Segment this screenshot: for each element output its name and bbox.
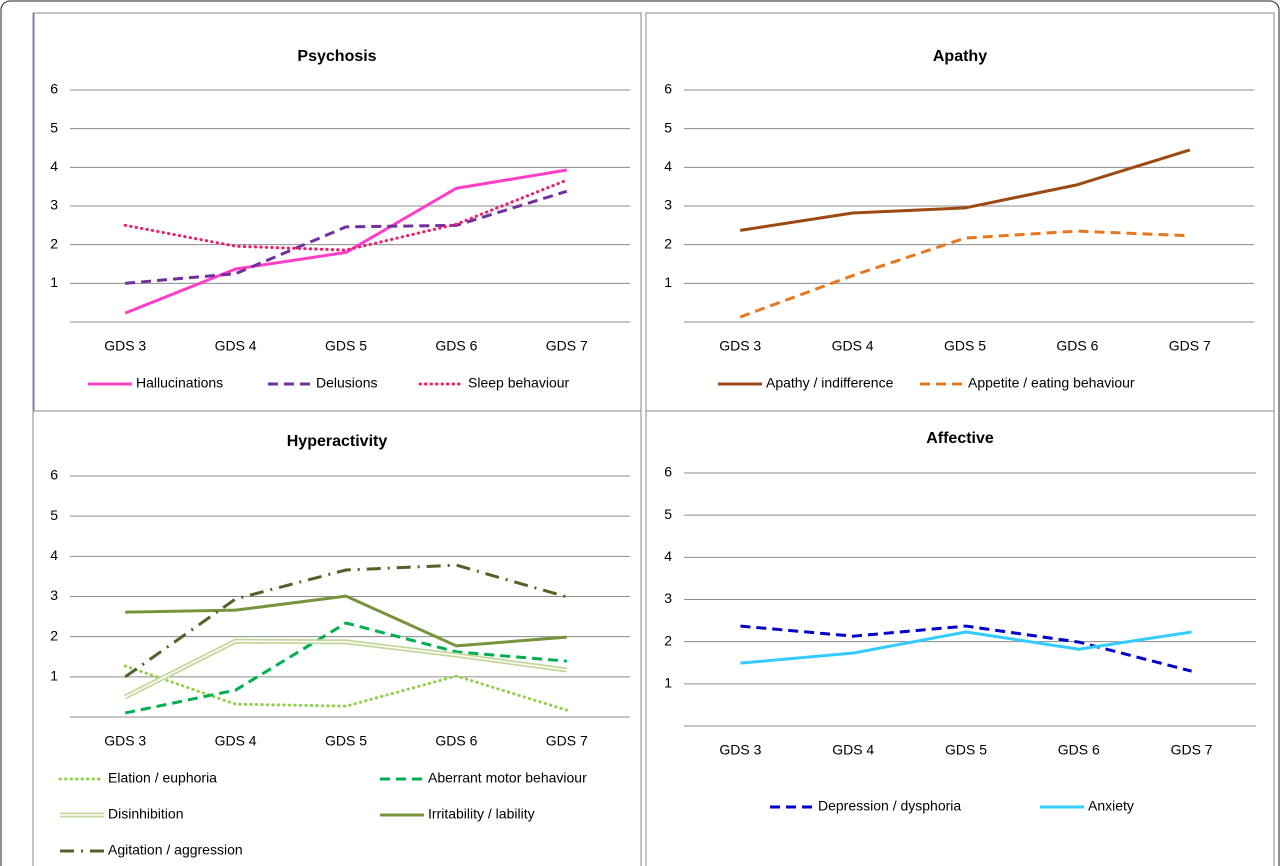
- y-tick-label: 3: [50, 197, 58, 213]
- x-tick-label: GDS 6: [1056, 338, 1098, 354]
- x-tick-label: GDS 4: [832, 742, 874, 758]
- y-tick-label: 2: [50, 235, 58, 251]
- y-tick-label: 2: [664, 235, 672, 251]
- series-line: [124, 563, 568, 679]
- series-line: [124, 621, 567, 715]
- x-tick-label: GDS 7: [1171, 742, 1213, 758]
- x-tick-label: GDS 5: [325, 733, 367, 749]
- y-tick-label: 5: [50, 507, 58, 523]
- panel-frame: [32, 410, 642, 866]
- chart-title: Hyperactivity: [287, 433, 388, 450]
- x-tick-label: GDS 4: [832, 338, 874, 354]
- y-tick-label: 4: [50, 547, 58, 563]
- series-line: [124, 168, 568, 315]
- legend-label: Disinhibition: [108, 806, 183, 822]
- x-tick-label: GDS 5: [325, 338, 367, 354]
- panel-frame: [645, 410, 1275, 866]
- chart-title: Psychosis: [297, 48, 376, 65]
- y-tick-label: 1: [664, 274, 672, 290]
- y-tick-label: 4: [50, 158, 58, 174]
- legend-label: Delusions: [316, 375, 377, 391]
- legend-label: Depression / dysphoria: [818, 798, 961, 814]
- y-tick-label: 1: [50, 274, 58, 290]
- legend-label: Agitation / aggression: [108, 842, 243, 858]
- x-tick-label: GDS 5: [945, 742, 987, 758]
- x-tick-label: GDS 7: [546, 733, 588, 749]
- y-tick-label: 6: [664, 464, 672, 480]
- x-tick-label: GDS 3: [104, 338, 146, 354]
- series-line: [739, 229, 1190, 319]
- legend-label: Elation / euphoria: [108, 770, 217, 786]
- y-tick-label: 3: [664, 590, 672, 606]
- x-tick-label: GDS 6: [435, 733, 477, 749]
- y-tick-label: 5: [664, 506, 672, 522]
- y-tick-label: 6: [50, 467, 58, 483]
- y-tick-label: 5: [50, 119, 58, 135]
- series-line: [740, 624, 1192, 673]
- x-tick-label: GDS 3: [719, 338, 761, 354]
- series-line: [125, 594, 567, 648]
- legend-label: Irritability / lability: [428, 806, 535, 822]
- y-tick-label: 4: [664, 548, 672, 564]
- x-tick-label: GDS 3: [104, 733, 146, 749]
- series-line: [123, 178, 569, 252]
- line-inner: [124, 640, 567, 698]
- y-tick-label: 2: [50, 627, 58, 643]
- x-tick-label: GDS 4: [215, 338, 257, 354]
- series-line: [125, 189, 568, 285]
- x-tick-label: GDS 5: [944, 338, 986, 354]
- legend-label: Appetite / eating behaviour: [968, 375, 1135, 391]
- chart-title: Affective: [926, 430, 994, 447]
- x-tick-label: GDS 4: [215, 733, 257, 749]
- legend-label: Hallucinations: [136, 375, 223, 391]
- legend-label: Sleep behaviour: [468, 375, 570, 391]
- x-tick-label: GDS 6: [435, 338, 477, 354]
- y-tick-label: 1: [664, 675, 672, 691]
- y-tick-label: 6: [50, 81, 58, 97]
- legend-label: Apathy / indifference: [766, 375, 894, 391]
- y-tick-label: 5: [664, 119, 672, 135]
- legend-label: Aberrant motor behaviour: [428, 770, 587, 786]
- series-line: [740, 630, 1192, 665]
- x-tick-label: GDS 3: [719, 742, 761, 758]
- y-tick-label: 2: [664, 632, 672, 648]
- x-tick-label: GDS 7: [1169, 338, 1211, 354]
- legend-label: Anxiety: [1088, 798, 1134, 814]
- chart-title: Apathy: [933, 48, 987, 65]
- series-line: [739, 148, 1191, 232]
- series-line: [124, 638, 568, 700]
- y-tick-label: 1: [50, 668, 58, 684]
- y-tick-label: 6: [664, 81, 672, 97]
- y-tick-label: 3: [50, 587, 58, 603]
- series-line: [123, 664, 569, 712]
- x-tick-label: GDS 6: [1058, 742, 1100, 758]
- x-tick-label: GDS 7: [546, 338, 588, 354]
- y-tick-label: 3: [664, 197, 672, 213]
- y-tick-label: 4: [664, 158, 672, 174]
